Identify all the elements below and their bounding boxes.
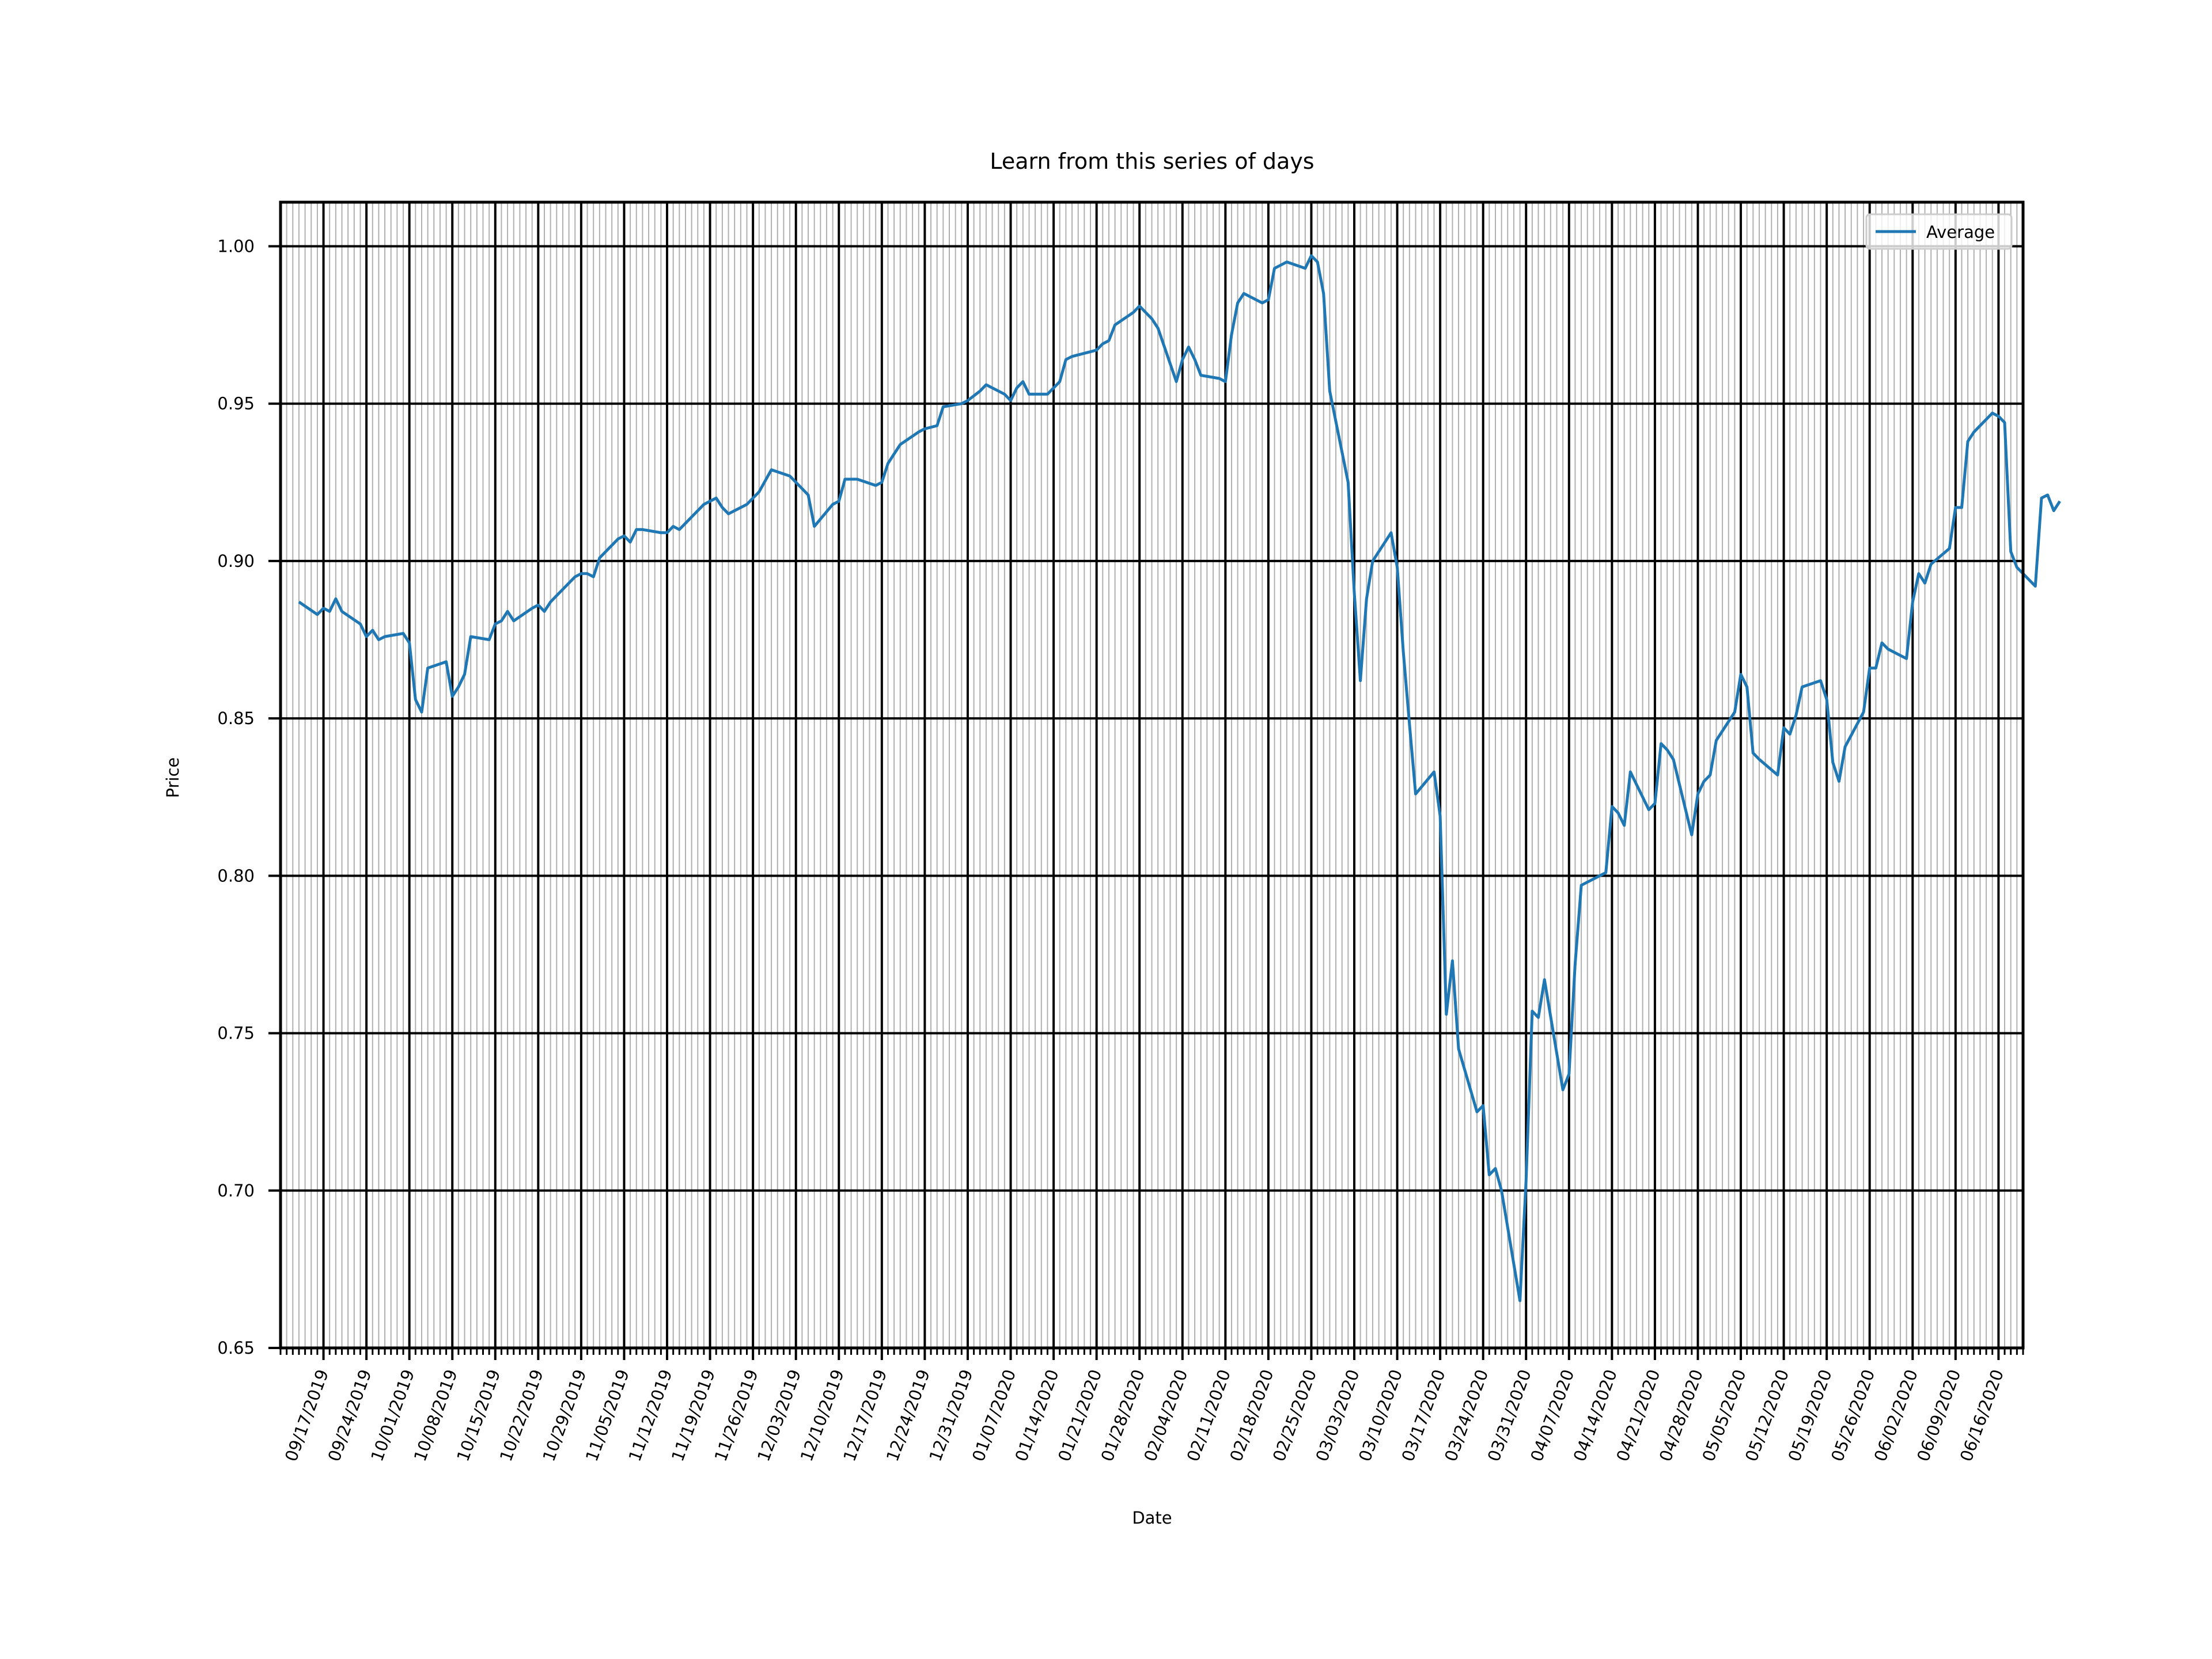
- y-tick-label: 0.65: [217, 1338, 255, 1358]
- y-tick-label: 0.85: [217, 709, 255, 728]
- axes-frame: [279, 200, 2025, 1350]
- y-tick-label: 0.80: [217, 866, 255, 885]
- chart-title: Learn from this series of days: [990, 149, 1314, 174]
- legend-box: [1865, 213, 2013, 250]
- y-tick-label: 0.75: [217, 1024, 255, 1043]
- y-axis-label: Price: [163, 757, 183, 798]
- x-axis-label: Date: [1132, 1508, 1172, 1528]
- y-tick-label: 0.95: [217, 394, 255, 414]
- y-tick-label: 1.00: [217, 237, 255, 256]
- y-tick-label: 0.70: [217, 1181, 255, 1200]
- legend-label-average: Average: [1926, 222, 1995, 242]
- series-line-average: [298, 254, 2061, 1302]
- y-tick-label: 0.90: [217, 551, 255, 571]
